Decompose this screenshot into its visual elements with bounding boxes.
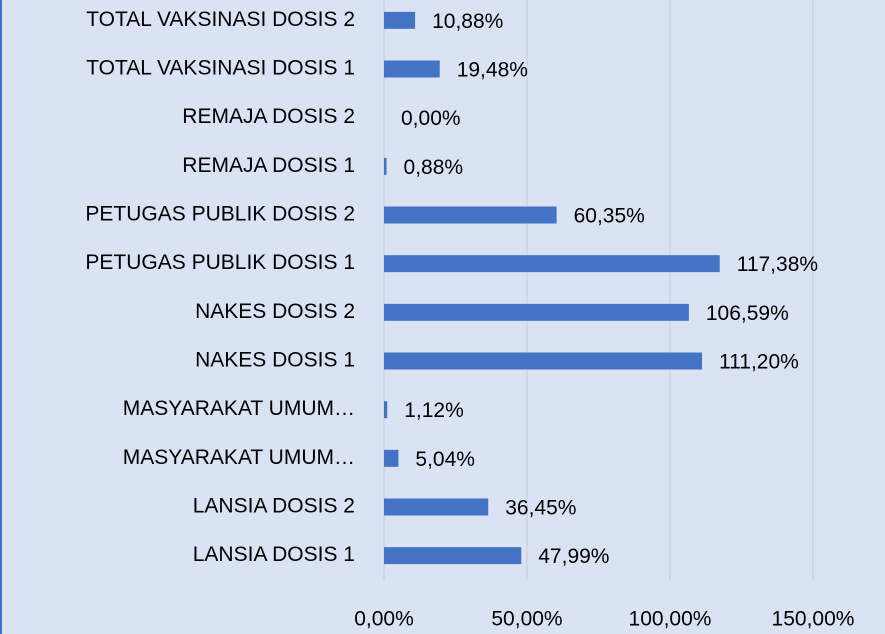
x-tick-label: 150,00% xyxy=(772,608,855,631)
data-label: 0,00% xyxy=(401,107,461,130)
y-tick-label: PETUGAS PUBLIK DOSIS 1 xyxy=(85,251,355,274)
data-label: 60,35% xyxy=(574,205,645,228)
x-tick-label: 100,00% xyxy=(629,608,712,631)
bar xyxy=(384,401,388,419)
data-label: 10,88% xyxy=(432,10,503,33)
y-tick-label: MASYARAKAT UMUM… xyxy=(123,446,355,469)
y-tick-label: LANSIA DOSIS 2 xyxy=(193,495,355,518)
bar xyxy=(384,498,489,516)
data-label: 106,59% xyxy=(706,302,789,325)
bar xyxy=(384,547,522,565)
bar xyxy=(384,60,440,78)
y-tick-label: LANSIA DOSIS 1 xyxy=(193,543,355,566)
bar xyxy=(384,206,557,224)
data-label: 47,99% xyxy=(538,545,609,568)
bar xyxy=(384,352,703,370)
x-tick-label: 0,00% xyxy=(354,608,414,631)
y-tick-label: REMAJA DOSIS 2 xyxy=(182,105,355,128)
bar xyxy=(384,303,689,321)
bar xyxy=(384,255,720,273)
bar xyxy=(384,157,387,175)
data-label: 111,20% xyxy=(719,351,799,374)
y-tick-label: PETUGAS PUBLIK DOSIS 2 xyxy=(85,203,355,226)
y-tick-label: NAKES DOSIS 1 xyxy=(195,349,355,372)
y-tick-label: TOTAL VAKSINASI DOSIS 2 xyxy=(86,8,355,31)
data-label: 0,88% xyxy=(404,156,464,179)
y-tick-label: REMAJA DOSIS 1 xyxy=(182,154,355,177)
data-label: 19,48% xyxy=(457,59,528,82)
data-label: 36,45% xyxy=(505,497,576,520)
bar xyxy=(384,449,399,467)
y-tick-label: MASYARAKAT UMUM… xyxy=(123,397,355,420)
x-tick-label: 50,00% xyxy=(491,608,562,631)
data-label: 1,12% xyxy=(404,399,464,422)
y-tick-label: NAKES DOSIS 2 xyxy=(195,300,355,323)
bar xyxy=(384,11,416,29)
y-tick-label: TOTAL VAKSINASI DOSIS 1 xyxy=(86,57,355,80)
data-label: 5,04% xyxy=(415,448,475,471)
data-label: 117,38% xyxy=(737,253,818,276)
